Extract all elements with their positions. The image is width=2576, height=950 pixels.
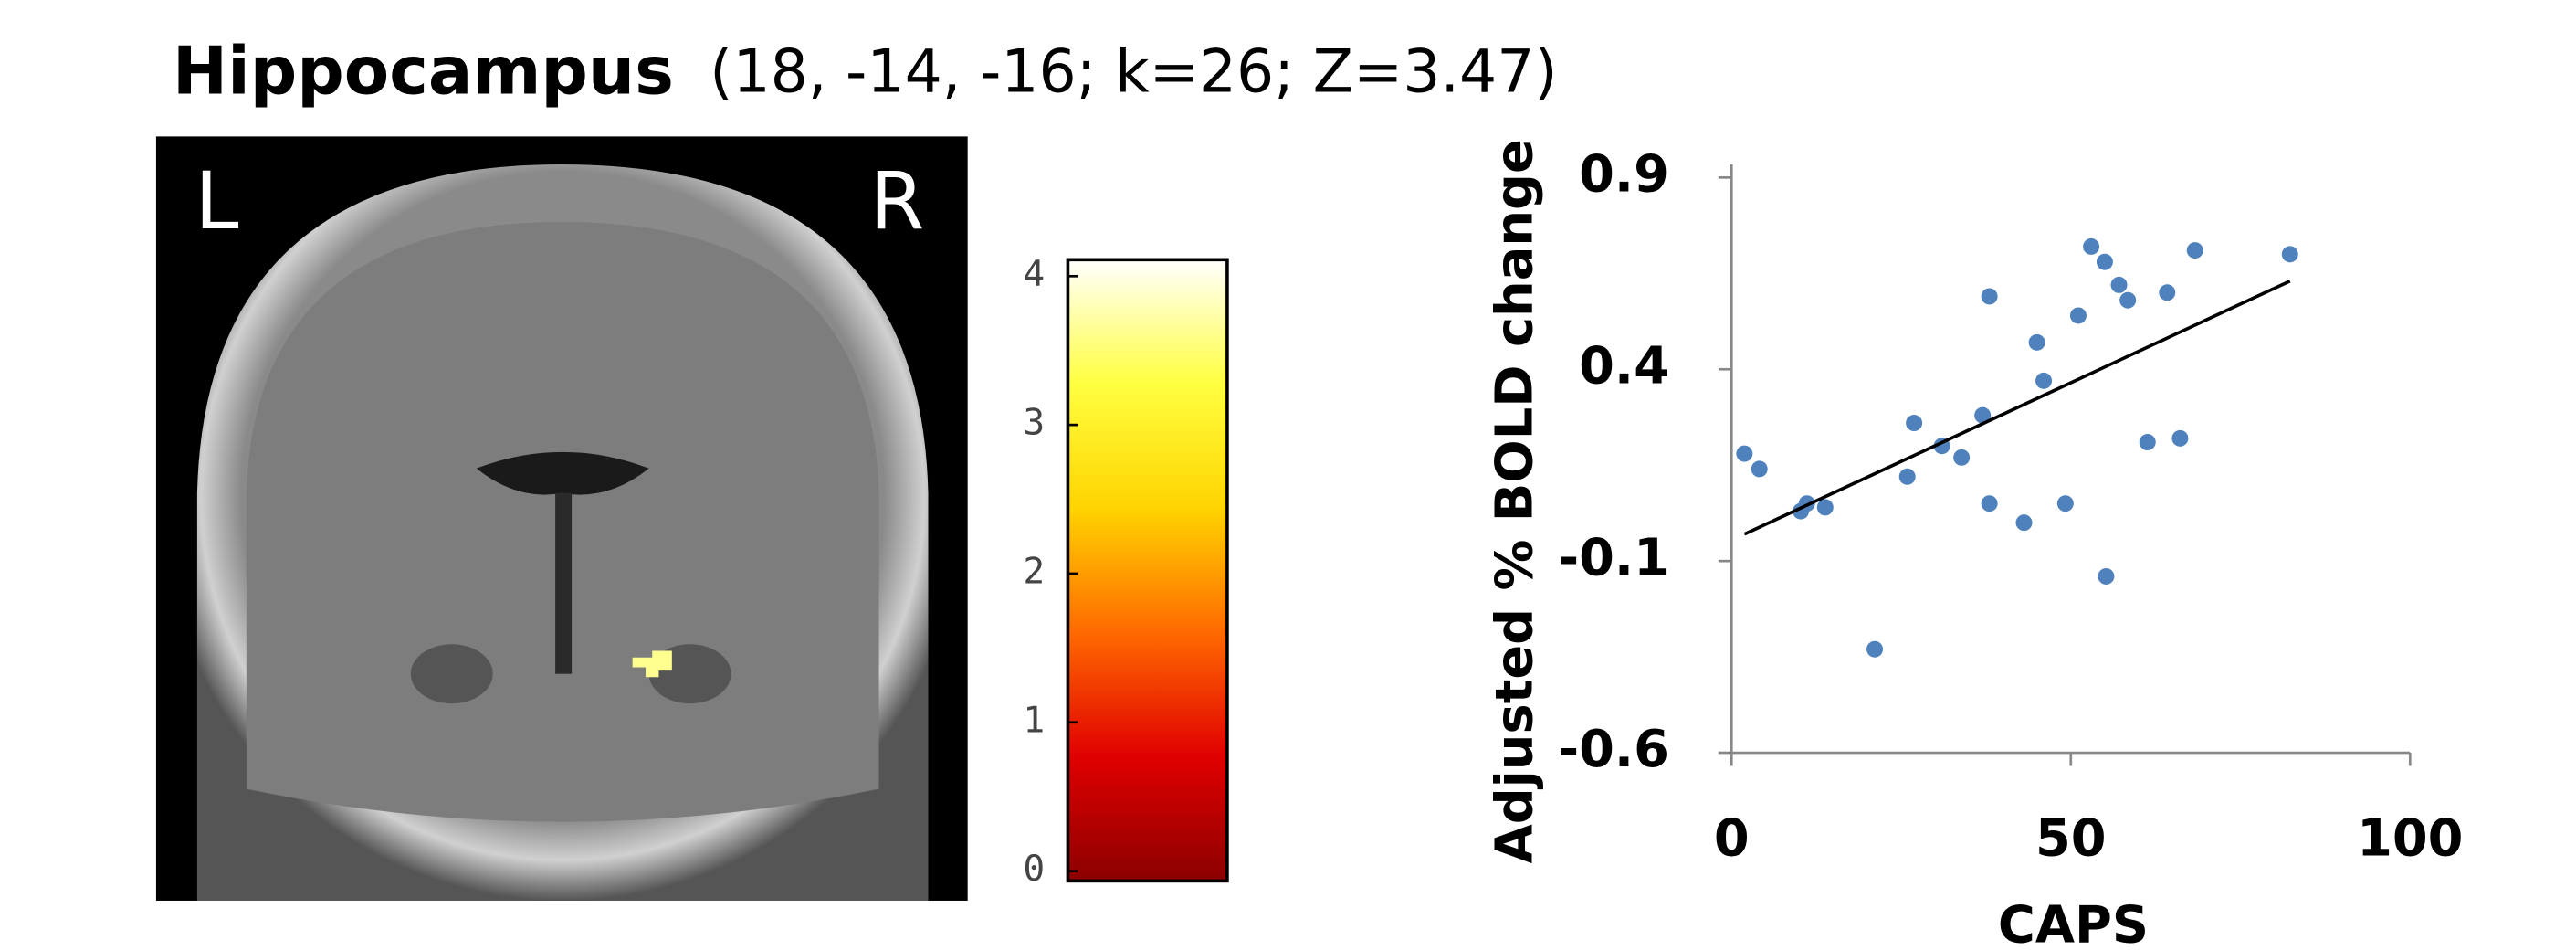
- data-point: [2119, 292, 2136, 309]
- data-point: [1906, 415, 1922, 431]
- title: Hippocampus: [173, 32, 674, 109]
- data-point: [2035, 373, 2052, 389]
- data-point: [2187, 242, 2203, 259]
- left-hippocampus: [411, 644, 493, 703]
- y-tick-label: 0.9: [1579, 144, 1669, 204]
- data-point: [2282, 246, 2298, 262]
- data-point: [2097, 254, 2113, 270]
- colorbar-bar: [1067, 259, 1227, 881]
- data-point: [1982, 495, 1998, 512]
- data-point: [2098, 568, 2114, 585]
- data-point: [1751, 460, 1768, 477]
- left-label: L: [195, 156, 238, 248]
- colorbar-tick-label: 1: [1023, 699, 1045, 741]
- data-point: [1953, 449, 1970, 466]
- y-tick-label: -0.6: [1558, 720, 1669, 779]
- data-point: [1817, 499, 1834, 515]
- scatter-plot: Adjusted % BOLD change CAPS -0.6 -0.1 0.4 0…: [1486, 139, 2464, 950]
- data-point: [2171, 430, 2188, 447]
- x-tick-label: 50: [2035, 808, 2107, 868]
- y-tick-label: 0.4: [1579, 336, 1669, 396]
- y-tick-label: -0.1: [1558, 528, 1669, 587]
- trendline: [1744, 281, 2289, 534]
- data-point: [1899, 469, 1916, 485]
- colorbar-tick-label: 3: [1023, 402, 1045, 444]
- subtitle: (18, -14, -16; k=26; Z=3.47): [710, 37, 1557, 106]
- brain-image: L R: [156, 136, 968, 901]
- data-point: [2111, 277, 2128, 293]
- x-tick-label: 0: [1714, 808, 1750, 868]
- data-point: [1982, 289, 1998, 305]
- midline: [555, 493, 572, 674]
- x-axis-label: CAPS: [1998, 896, 2149, 950]
- page: Hippocampus (18, -14, -16; k=26; Z=3.47)…: [0, 0, 2576, 950]
- right-label: R: [869, 156, 924, 248]
- data-point: [2057, 495, 2074, 512]
- data-point: [2083, 238, 2099, 255]
- data-point: [1866, 641, 1883, 658]
- colorbar: 0 1 2 3 4: [1023, 253, 1227, 890]
- x-tick-label: 100: [2357, 808, 2463, 868]
- data-point: [1736, 446, 1752, 462]
- colorbar-tick-label: 0: [1023, 848, 1045, 890]
- data-point: [2016, 514, 2033, 531]
- figure: Hippocampus (18, -14, -16; k=26; Z=3.47)…: [0, 0, 2576, 950]
- colorbar-tick-label: 4: [1023, 253, 1045, 295]
- y-axis-label: Adjusted % BOLD change: [1486, 139, 1545, 863]
- data-point: [2159, 284, 2175, 301]
- data-point: [2070, 307, 2087, 323]
- colorbar-tick-label: 2: [1023, 550, 1045, 592]
- data-point: [2140, 434, 2156, 450]
- data-point: [2029, 334, 2045, 351]
